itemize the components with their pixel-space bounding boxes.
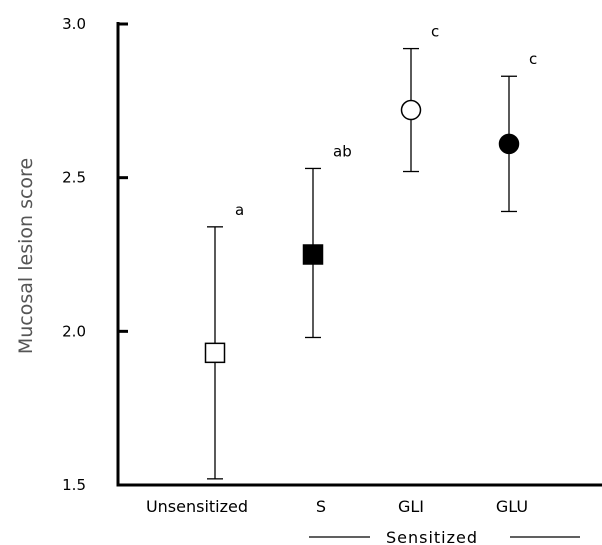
data-point-marker (498, 133, 520, 155)
group-label: Sensitized (386, 528, 478, 545)
y-tick-label: 2.5 (62, 169, 86, 187)
x-category-label: GLU (496, 497, 528, 516)
significance-label: c (431, 23, 439, 41)
y-ticks: 1.5 2.0 2.5 3.0 (62, 15, 128, 494)
data-point-marker (400, 99, 422, 121)
significance-label: ab (333, 142, 352, 160)
data-point-group: a (204, 201, 244, 480)
data-points: a ab c c (204, 23, 537, 480)
y-tick-label: 1.5 (62, 476, 86, 494)
significance-label: c (529, 50, 537, 68)
y-tick-label: 3.0 (62, 15, 86, 33)
x-category-label: S (316, 497, 326, 516)
data-point-group: c (400, 23, 439, 173)
x-category-label: GLI (398, 497, 424, 516)
y-axis-title: Mucosal lesion score (15, 158, 37, 354)
y-tick-label: 2.0 (62, 322, 86, 340)
data-point-group: c (498, 50, 537, 213)
category-labels: Unsensitized S GLI GLU (146, 497, 528, 516)
x-category-label: Unsensitized (146, 497, 248, 516)
data-point-marker (204, 342, 226, 364)
data-point-marker (302, 244, 324, 265)
axes (116, 22, 602, 487)
significance-label: a (235, 201, 244, 219)
data-point-group: ab (302, 142, 352, 339)
sensitized-group: Sensitized (309, 528, 580, 545)
